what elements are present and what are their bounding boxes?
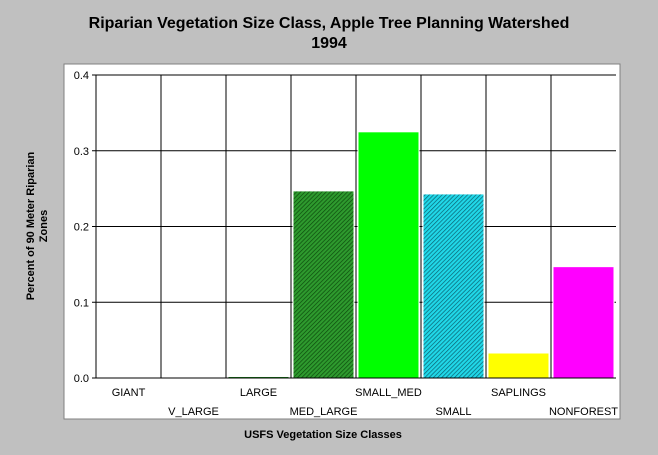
y-tick-label: 0.3 [74, 146, 89, 158]
x-tick-label: SAPLINGS [491, 387, 546, 399]
bar-nonforest [552, 266, 615, 379]
bar-small-med [357, 131, 420, 379]
bars [227, 131, 615, 379]
chart-title: Riparian Vegetation Size Class, Apple Tr… [88, 15, 570, 32]
y-tick-label: 0.4 [74, 70, 89, 82]
x-tick-label: NONFOREST [549, 406, 618, 418]
x-tick-labels: GIANT V_LARGE LARGE MED_LARGE SMALL_MED SMALL… [112, 387, 619, 418]
bar-small [422, 193, 485, 379]
chart-title-block: Riparian Vegetation Size Class, Apple Tr… [0, 14, 658, 54]
chart-subtitle: 1994 [311, 35, 347, 52]
y-axis-title-line-1: Percent of 90 Meter Riparian [25, 151, 37, 300]
y-tick-label: 0.1 [74, 297, 89, 309]
y-axis-title-line-2: Zones [38, 210, 50, 242]
axes [92, 74, 616, 379]
x-tick-label: MED_LARGE [290, 406, 358, 418]
y-axis-title: Percent of 90 Meter Riparian Zones [25, 151, 50, 300]
x-tick-label: SMALL_MED [355, 387, 422, 399]
x-tick-label: GIANT [112, 387, 146, 399]
x-tick-label: LARGE [240, 387, 277, 399]
bar-saplings [487, 352, 550, 379]
x-tick-label: V_LARGE [168, 406, 219, 418]
grid-lines [96, 74, 616, 379]
x-tick-label: SMALL [435, 406, 471, 418]
y-tick-label: 0.0 [74, 373, 89, 385]
y-tick-label: 0.2 [74, 222, 89, 234]
bar-med-large [292, 190, 355, 379]
y-tick-labels: 0.0 0.1 0.2 0.3 0.4 [74, 70, 89, 385]
x-axis-title: USFS Vegetation Size Classes [244, 429, 402, 441]
